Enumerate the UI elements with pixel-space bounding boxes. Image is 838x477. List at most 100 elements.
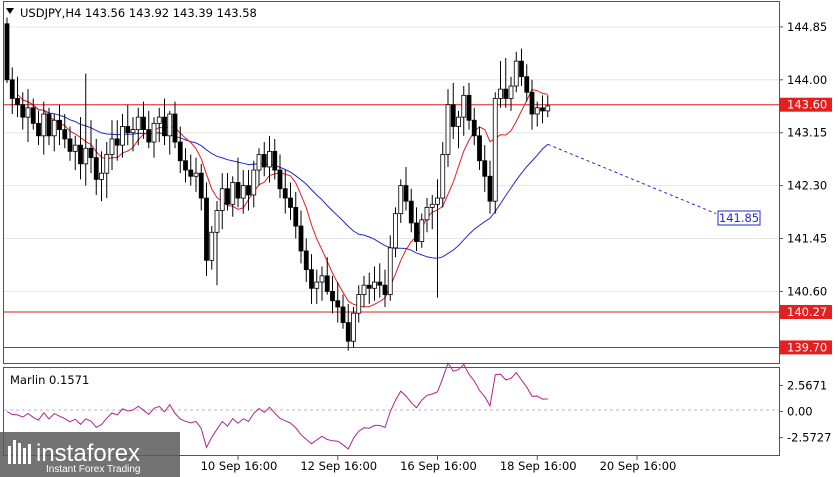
candle-body — [298, 225, 304, 252]
candle-body — [261, 154, 267, 168]
candle-body — [130, 129, 136, 134]
main-chart-frame — [3, 1, 780, 364]
candle-body — [314, 281, 320, 289]
marlin-indicator-line — [6, 361, 548, 450]
indicator-tick-label: 2.5671 — [787, 378, 827, 392]
candle-body — [461, 94, 467, 118]
candle-body — [330, 291, 335, 302]
candle-body — [445, 104, 451, 155]
candle-body — [545, 105, 551, 112]
candle-body — [4, 23, 10, 81]
candle-body — [20, 104, 26, 118]
watermark-tagline: Instant Forex Trading — [46, 464, 141, 475]
candle-body — [435, 197, 440, 205]
ma-value-box — [717, 210, 761, 226]
candle-body — [419, 219, 425, 243]
candle-body — [356, 294, 362, 314]
candle-body — [156, 116, 162, 124]
candle-body — [114, 138, 120, 146]
candle-body — [256, 154, 262, 171]
candle-body — [225, 188, 230, 205]
level-price-box — [780, 340, 832, 355]
time-tick-label: 18 Sep 16:00 — [500, 459, 577, 473]
candle-body — [398, 185, 404, 215]
candle-body — [209, 231, 215, 261]
candle-body — [477, 135, 482, 162]
candle-body — [324, 275, 330, 292]
candle-body — [15, 98, 20, 106]
candle-body — [466, 94, 472, 121]
instaforex-logo-icon — [8, 440, 31, 464]
candle-body — [456, 116, 461, 127]
candle-body — [288, 197, 293, 208]
candle-body — [293, 206, 299, 227]
candle-body — [109, 138, 115, 155]
horizontal-levels: 143.60 140.27 139.70 — [4, 97, 832, 355]
candle-body — [214, 210, 220, 233]
candle-body — [471, 119, 477, 137]
candle-body — [335, 300, 341, 308]
candle-body — [219, 188, 225, 211]
candle-body — [393, 213, 398, 249]
candle-body — [382, 284, 388, 295]
candle-body — [387, 247, 393, 295]
candle-body — [167, 113, 173, 137]
candle-body — [67, 138, 73, 152]
candle-body — [508, 85, 514, 99]
time-tick-label: 12 Sep 16:00 — [300, 459, 377, 473]
candle-body — [503, 88, 509, 99]
price-tick-label: 140.60 — [787, 284, 827, 298]
price-axis: 144.85 144.00 143.15 142.30 141.45 140.60 — [779, 20, 827, 298]
candle-body — [429, 203, 435, 208]
candle-body — [282, 188, 288, 199]
candle-body — [372, 281, 377, 289]
candle-body — [450, 104, 456, 127]
candle-body — [62, 129, 68, 140]
candle-body — [120, 126, 125, 146]
candle-body — [277, 169, 283, 190]
dropdown-arrow-icon[interactable] — [6, 8, 14, 14]
candle-body — [151, 122, 157, 143]
candle-body — [361, 284, 367, 295]
candle-body — [183, 160, 188, 171]
candle-body — [230, 182, 236, 205]
candle-body — [403, 185, 409, 202]
price-tick-label: 143.15 — [787, 126, 827, 140]
candle-body — [30, 107, 36, 124]
candle-body — [366, 284, 372, 289]
candle-body — [177, 141, 183, 162]
candle-body — [235, 182, 241, 199]
candle-body — [424, 206, 430, 221]
candle-body — [246, 185, 251, 196]
moving-average-projection — [547, 143, 717, 215]
level-price-box — [780, 97, 832, 112]
ma-value-label: 141.85 — [719, 211, 759, 225]
candle-body — [240, 185, 246, 199]
price-tick-label: 144.00 — [787, 73, 827, 87]
candle-body — [267, 150, 272, 168]
candle-body — [519, 60, 524, 78]
candle-body — [9, 79, 15, 99]
candle-body — [408, 200, 414, 224]
level-price-label: 143.60 — [787, 98, 827, 112]
candle-body — [141, 116, 146, 130]
candle-body — [25, 107, 31, 118]
candle-body — [99, 172, 104, 180]
candle-body — [46, 113, 52, 137]
time-tick-label: 16 Sep 16:00 — [400, 459, 477, 473]
candle-body — [345, 322, 351, 342]
candle-body — [487, 175, 493, 202]
candle-body — [78, 144, 83, 165]
candle-body — [303, 250, 309, 271]
time-axis: 10 Sep 16:00 12 Sep 16:00 16 Sep 16:00 18 S… — [201, 456, 676, 473]
candle-body — [104, 154, 110, 174]
candle-body — [440, 154, 446, 199]
watermark-brand: instaforex — [36, 440, 140, 467]
candle-body — [93, 157, 99, 180]
candle-body — [162, 116, 167, 137]
indicator-axis: 2.5671 0.00 -2.5727 — [779, 378, 831, 445]
candle-body — [146, 129, 152, 143]
candle-body — [492, 98, 498, 202]
candle-body — [41, 113, 47, 137]
candle-body — [36, 122, 41, 137]
